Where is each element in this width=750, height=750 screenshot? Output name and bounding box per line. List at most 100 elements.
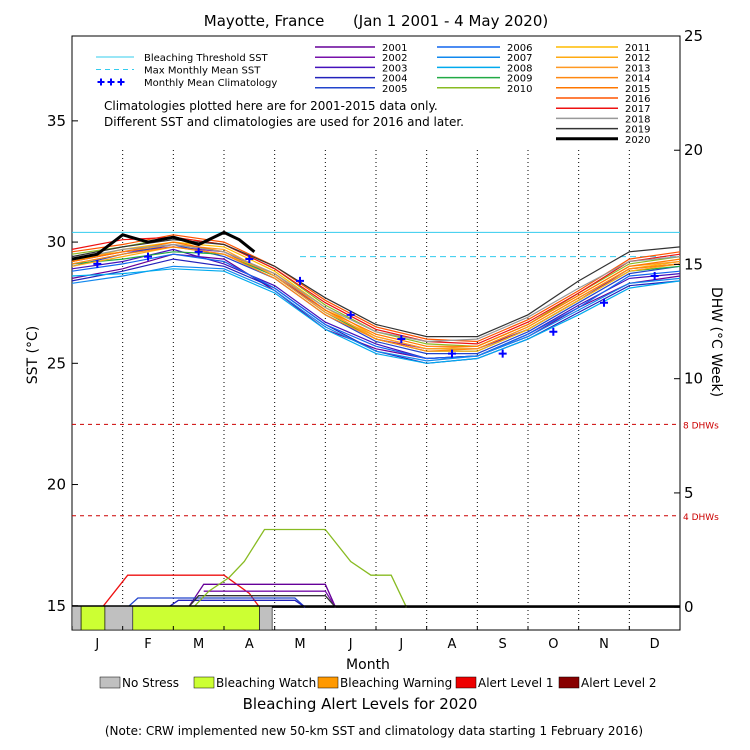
month-gridlines xyxy=(122,150,630,630)
climatology-point xyxy=(346,310,355,319)
alert-segment xyxy=(132,605,260,631)
year-legend-label: 2009 xyxy=(507,74,532,85)
year-legend-label: 2020 xyxy=(625,135,650,146)
dhw-8-label: 8 DHWs xyxy=(683,421,719,431)
climatology-point xyxy=(600,298,608,307)
legends: Bleaching Threshold SST Max Monthly Mean … xyxy=(96,43,657,690)
sst-line-2014 xyxy=(71,246,681,352)
climatology-note: Different SST and climatologies are used… xyxy=(104,115,464,129)
dhw-line-2019 xyxy=(188,595,336,608)
year-legend-label: 2002 xyxy=(382,53,407,64)
alert-legend-swatch xyxy=(193,676,215,689)
year-legend-label: 2014 xyxy=(625,74,650,85)
alert-segment xyxy=(104,605,134,631)
right-tick-label: 20 xyxy=(684,141,703,159)
dhw-series-lines xyxy=(72,528,680,608)
climatology-note: Climatologies plotted here are for 2001-… xyxy=(104,99,438,113)
month-tick-label: J xyxy=(398,637,403,652)
month-tick-label: M xyxy=(294,637,305,652)
climatology-point xyxy=(498,349,507,358)
left-tick-label: 35 xyxy=(47,112,66,130)
footnote: (Note: CRW implemented new 50-km SST and… xyxy=(105,724,643,738)
year-legend-label: 2019 xyxy=(625,125,650,136)
climatology-point xyxy=(397,335,406,344)
right-tick-label: 15 xyxy=(684,255,703,273)
right-tick-label: 10 xyxy=(684,370,703,388)
sst-series-lines xyxy=(71,230,681,364)
legend-swatch xyxy=(107,78,115,86)
alert-legend-swatch xyxy=(455,676,477,689)
month-tick-label: A xyxy=(245,637,254,652)
left-tick-label: 30 xyxy=(47,233,66,251)
climatology-point xyxy=(296,276,304,285)
dhw-line-2001 xyxy=(187,583,337,608)
dhw-line-2002 xyxy=(203,590,337,608)
alert-legend-label: No Stress xyxy=(122,676,179,690)
left-tick-label: 20 xyxy=(47,476,66,494)
legend-label: Max Monthly Mean SST xyxy=(144,66,261,77)
alert-segment xyxy=(71,605,82,631)
month-tick-label: F xyxy=(144,637,151,652)
alert-segment xyxy=(80,605,106,631)
right-tick-label: 25 xyxy=(684,27,703,45)
month-tick-label: S xyxy=(499,637,507,652)
legend-swatch xyxy=(97,78,105,86)
month-tick-label: N xyxy=(599,637,609,652)
x-axis-label: Month xyxy=(346,657,390,673)
year-legend-label: 2013 xyxy=(625,63,650,74)
y-axis-label-right: DHW (°C Week) xyxy=(708,287,724,397)
year-legend-label: 2015 xyxy=(625,84,650,95)
dhw-line-2004 xyxy=(167,599,306,608)
alert-segment xyxy=(259,605,273,631)
month-tick-label: D xyxy=(650,637,660,652)
month-tick-label: A xyxy=(448,637,457,652)
year-legend-label: 2007 xyxy=(507,53,532,64)
year-legend-label: 2016 xyxy=(625,94,650,105)
climatology-point xyxy=(144,252,152,261)
alert-legend-swatch xyxy=(317,676,339,689)
legend-swatch xyxy=(117,78,125,86)
axes: 15 20 25 30 35 0 5 10 15 20 25 J F M A M J J A S O N D xyxy=(47,27,703,652)
dhw-line-2005 xyxy=(127,597,306,608)
right-tick-label: 0 xyxy=(684,598,694,616)
chart-title: Mayotte, France (Jan 1 2001 - 4 May 2020… xyxy=(204,12,549,30)
left-tick-label: 15 xyxy=(47,597,66,615)
year-legend-label: 2005 xyxy=(382,84,407,95)
climatology-point xyxy=(448,349,456,358)
sst-line-2019 xyxy=(71,239,681,338)
sst-line-2018 xyxy=(71,243,681,343)
sst-line-2006 xyxy=(71,253,681,360)
year-legend-label: 2012 xyxy=(625,53,650,64)
month-tick-label: J xyxy=(94,637,99,652)
alert-levels-title: Bleaching Alert Levels for 2020 xyxy=(243,695,478,713)
alert-level-bar xyxy=(71,605,680,631)
year-legend-label: 2018 xyxy=(625,114,650,125)
month-tick-label: O xyxy=(548,637,558,652)
climatology-point xyxy=(650,272,659,281)
alert-legend-label: Bleaching Warning xyxy=(340,676,452,690)
alert-legend-swatch xyxy=(558,676,580,689)
sst-line-2008 xyxy=(71,268,681,364)
year-legend-label: 2011 xyxy=(625,43,650,54)
left-tick-label: 25 xyxy=(47,354,66,372)
legend-label: Bleaching Threshold SST xyxy=(144,53,269,64)
year-legend-label: 2001 xyxy=(382,43,407,54)
legend-label: Monthly Mean Climatology xyxy=(144,78,277,89)
alert-legend-label: Alert Level 1 xyxy=(478,676,554,690)
alert-legend-label: Alert Level 2 xyxy=(581,676,657,690)
year-legend-label: 2017 xyxy=(625,104,650,115)
dhw-line-2010 xyxy=(193,528,407,608)
alert-legend-label: Bleaching Watch xyxy=(216,676,316,690)
sst-line-2003 xyxy=(71,248,681,360)
climatology-points xyxy=(93,247,659,358)
sst-line-2016 xyxy=(71,234,681,343)
dhw-4-label: 4 DHWs xyxy=(683,513,719,523)
sst-line-2007 xyxy=(71,265,681,362)
year-legend-label: 2010 xyxy=(507,84,532,95)
year-legend-label: 2003 xyxy=(382,63,407,74)
year-legend-label: 2006 xyxy=(507,43,532,54)
climatology-point xyxy=(194,247,203,256)
year-legend-label: 2008 xyxy=(507,63,532,74)
